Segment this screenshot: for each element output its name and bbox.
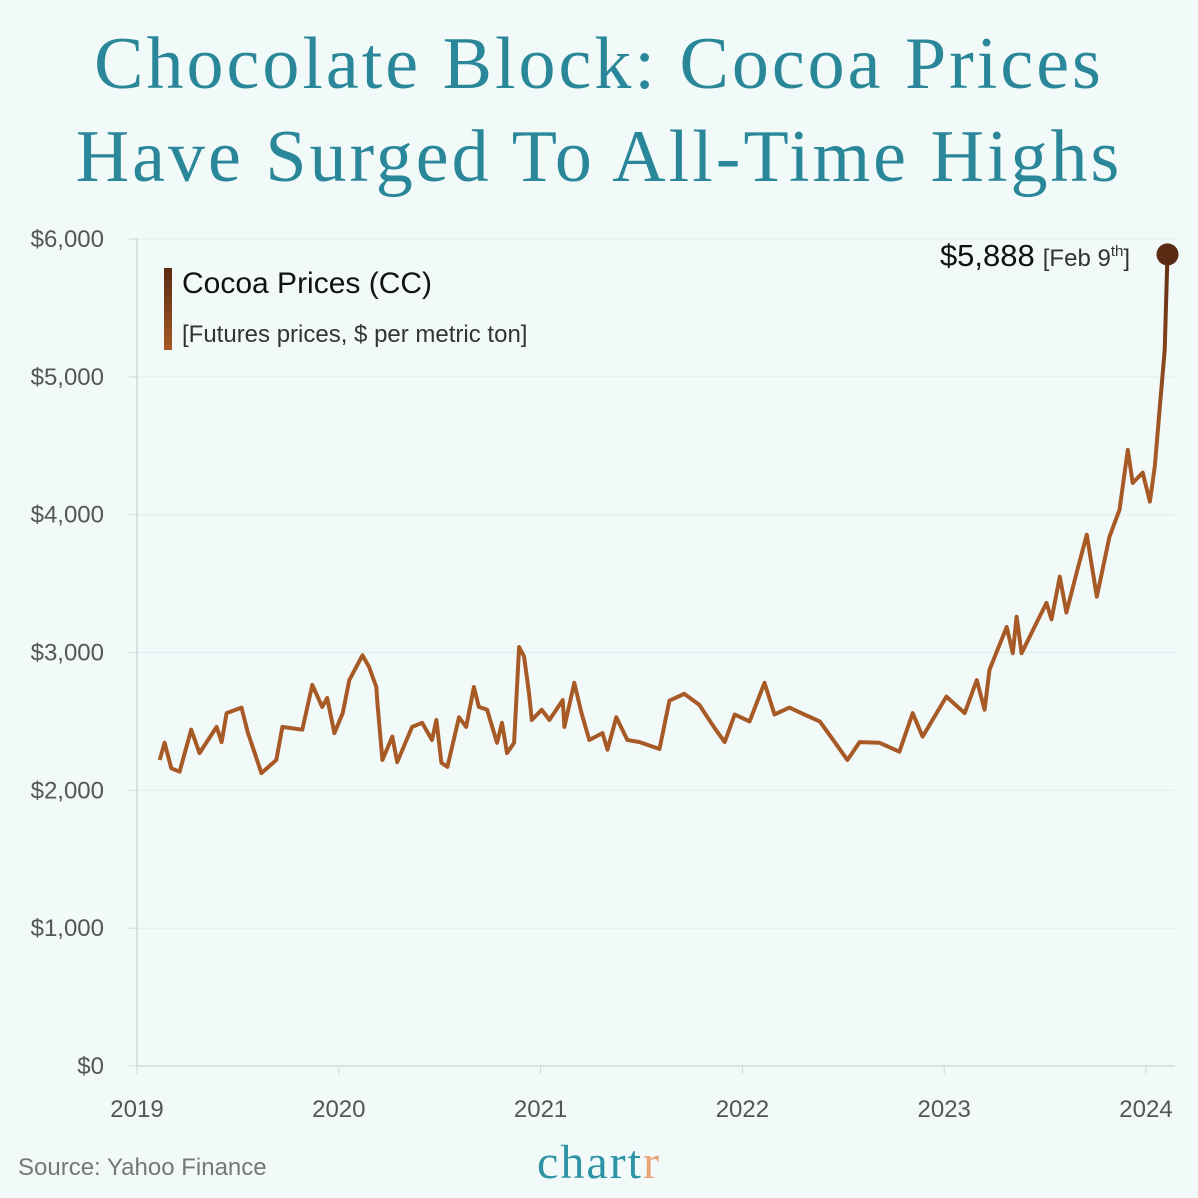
y-tick-label: $6,000 <box>31 226 104 253</box>
annotation-date: [Feb 9 <box>1043 245 1111 272</box>
latest-price-annotation: $5,888 [Feb 9th] <box>940 238 1130 273</box>
annotation-value: $5,888 <box>940 238 1035 273</box>
legend-sublabel: [Futures prices, $ per metric ton] <box>182 321 527 348</box>
chart-title-line-2: Have Surged To All-Time Highs <box>76 116 1123 198</box>
gridlines <box>137 238 1175 929</box>
y-tick-label: $4,000 <box>31 502 104 529</box>
x-tick-label: 2024 <box>1119 1096 1172 1123</box>
x-tick-label: 2022 <box>716 1096 769 1123</box>
annotation-date-close: ] <box>1123 245 1130 272</box>
y-tick-label: $0 <box>77 1053 104 1080</box>
logo-accent: r <box>643 1136 661 1189</box>
y-tick-label: $3,000 <box>31 640 104 667</box>
x-axis: 2019 2020 2021 2022 2023 2024 <box>110 1066 1173 1123</box>
source-note: Source: Yahoo Finance <box>18 1154 267 1181</box>
legend-label: Cocoa Prices (CC) <box>182 267 432 300</box>
x-tick-label: 2021 <box>514 1096 567 1123</box>
y-tick-label: $1,000 <box>31 915 104 942</box>
x-tick-label: 2019 <box>110 1096 163 1123</box>
chartr-logo: chartr <box>537 1136 661 1189</box>
logo-main: chart <box>537 1136 643 1189</box>
latest-price-marker <box>1156 243 1179 266</box>
chart-title-line-1: Chocolate Block: Cocoa Prices <box>94 23 1104 105</box>
annotation-date-sup: th <box>1111 243 1124 260</box>
x-tick-label: 2020 <box>312 1096 365 1123</box>
series-line-cocoa-prices <box>157 254 1170 776</box>
y-axis: $0 $1,000 $2,000 $3,000 $4,000 $5,000 $6,000 <box>31 226 137 1080</box>
y-tick-label: $5,000 <box>31 364 104 391</box>
x-tick-label: 2023 <box>918 1096 971 1123</box>
y-tick-label: $2,000 <box>31 777 104 804</box>
legend-swatch <box>164 268 172 350</box>
